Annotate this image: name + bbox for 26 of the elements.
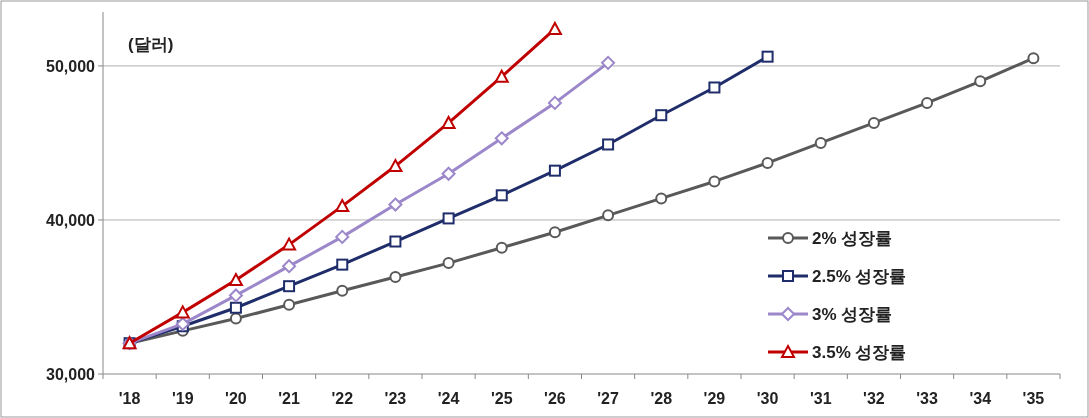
x-tick-label: '32 bbox=[863, 390, 885, 407]
x-tick-label: '18 bbox=[118, 390, 141, 407]
x-tick-label: '33 bbox=[916, 390, 938, 407]
x-tick-label: '21 bbox=[278, 390, 300, 407]
x-tick-label: '20 bbox=[225, 390, 247, 407]
x-tick-label: '23 bbox=[384, 390, 407, 407]
annotation: (달러) bbox=[128, 35, 174, 54]
x-tick-label: '29 bbox=[703, 390, 726, 407]
x-tick-label: '30 bbox=[756, 390, 779, 407]
y-tick-label: 30,000 bbox=[46, 366, 96, 383]
x-tick-label: '34 bbox=[969, 390, 992, 407]
legend-label: 3.5% 성장률 bbox=[812, 343, 907, 362]
x-tick-label: '25 bbox=[490, 390, 513, 407]
x-tick-label: '35 bbox=[1022, 390, 1045, 407]
x-tick-label: '27 bbox=[597, 390, 619, 407]
legend-label: 2.5% 성장률 bbox=[812, 267, 907, 286]
x-tick-label: '19 bbox=[171, 390, 194, 407]
y-tick-label: 40,000 bbox=[46, 211, 96, 229]
y-tick-label: 50,000 bbox=[46, 57, 96, 75]
legend-label: 2% 성장률 bbox=[812, 229, 893, 248]
x-tick-label: '28 bbox=[650, 390, 673, 407]
x-tick-label: '24 bbox=[437, 390, 460, 407]
x-tick-label: '26 bbox=[544, 390, 566, 407]
x-tick-label: '31 bbox=[809, 390, 832, 407]
x-tick-label: '22 bbox=[331, 390, 354, 407]
legend-label: 3% 성장률 bbox=[812, 305, 893, 324]
